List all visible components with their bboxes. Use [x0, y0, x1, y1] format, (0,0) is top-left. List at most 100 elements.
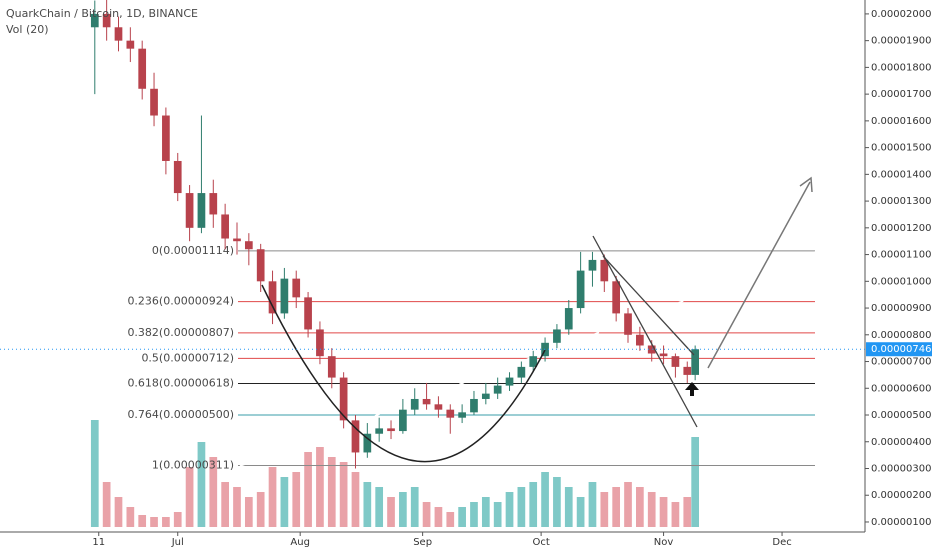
candle-body — [185, 193, 194, 228]
volume-bar — [304, 452, 312, 527]
candle-body — [541, 342, 549, 357]
y-tick-label: 0.00000300 — [871, 463, 931, 474]
volume-bar — [233, 487, 241, 527]
volume-bar — [659, 497, 668, 527]
volume-bar — [541, 472, 549, 527]
volume-bar — [517, 487, 526, 527]
y-tick-label: 0.00000600 — [871, 383, 931, 394]
candle-body — [470, 398, 478, 413]
x-tick-label: Sep — [413, 537, 432, 548]
volume-pane — [90, 420, 700, 527]
candle-body — [636, 334, 644, 346]
volume-label: Vol (20) — [6, 23, 49, 36]
x-tick-label: Aug — [290, 537, 310, 548]
candle-body — [280, 278, 289, 314]
candle-body — [114, 27, 123, 41]
volume-bar — [410, 487, 419, 527]
candle-body — [102, 13, 111, 28]
candle-body — [624, 313, 632, 335]
last-price-label: 0.00000746 — [871, 344, 931, 355]
candle-body — [363, 433, 372, 453]
candle-body — [351, 420, 360, 453]
y-tick-label: 0.00001300 — [871, 196, 931, 207]
trend-line — [239, 251, 816, 467]
candle-body — [375, 428, 384, 434]
volume-bar — [588, 482, 597, 527]
candle-body — [600, 259, 609, 282]
candle-body — [647, 345, 656, 354]
volume-bar — [114, 497, 123, 527]
candle-body — [209, 193, 218, 215]
volume-bar — [185, 467, 194, 527]
candle-body — [410, 398, 419, 410]
volume-bar — [600, 492, 609, 527]
fib-label: 0.382(0.00000807) — [127, 326, 234, 339]
volume-bar — [683, 497, 692, 527]
volume-bar — [244, 497, 253, 527]
x-tick-label: Jul — [171, 537, 184, 548]
volume-bar — [90, 420, 99, 527]
x-tick-label: 11 — [92, 537, 105, 548]
y-tick-label: 0.00001800 — [871, 62, 931, 73]
candle-body — [529, 356, 538, 367]
volume-bar — [564, 487, 573, 527]
y-tick-label: 0.00001900 — [871, 36, 931, 47]
y-tick-label: 0.00001500 — [871, 143, 931, 154]
volume-bar — [691, 437, 700, 527]
volume-bar — [256, 492, 265, 527]
volume-bar — [138, 515, 147, 527]
volume-bar — [576, 497, 585, 527]
volume-bar — [173, 512, 182, 527]
y-tick-label: 0.00000200 — [871, 490, 931, 501]
volume-bar — [375, 487, 384, 527]
volume-bar — [553, 477, 561, 527]
cup-curve — [261, 284, 546, 463]
volume-bar — [327, 457, 336, 527]
volume-bar — [339, 462, 348, 527]
volume-bar — [197, 442, 206, 527]
candle-body — [387, 428, 395, 432]
candle-body — [481, 393, 490, 399]
candle-body — [304, 297, 312, 330]
volume-bar — [612, 487, 621, 527]
candle-body — [458, 412, 466, 418]
volume-bar — [102, 482, 111, 527]
candle-body — [221, 214, 229, 239]
candle-body — [691, 349, 700, 375]
fib-label: 0.764(0.00000500) — [127, 408, 234, 421]
candle-body — [316, 329, 324, 357]
fib-label: 0.5(0.00000712) — [141, 351, 234, 364]
candle-body — [292, 278, 301, 298]
volume-bar — [458, 507, 466, 527]
fib-label: 0(0.00001114) — [152, 244, 234, 257]
volume-bar — [316, 447, 324, 527]
candle-body — [244, 241, 253, 250]
candle-body — [564, 308, 573, 330]
chart-title: QuarkChain / Bitcoin, 1D, BINANCE — [6, 7, 198, 20]
y-tick-label: 0.00000500 — [871, 410, 931, 421]
y-tick-label: 0.00000100 — [871, 517, 931, 528]
volume-bar — [636, 487, 644, 527]
candle-body — [126, 40, 135, 49]
volume-bar — [292, 472, 301, 527]
volume-bar — [150, 517, 158, 527]
y-tick-label: 0.00002000 — [871, 9, 931, 20]
y-tick-label: 0.00000900 — [871, 303, 931, 314]
volume-bar — [481, 497, 490, 527]
candle-body — [138, 48, 147, 89]
candle-body — [505, 377, 514, 386]
y-tick-label: 0.00000800 — [871, 330, 931, 341]
volume-bar — [221, 482, 229, 527]
candle-body — [659, 353, 668, 357]
fib-levels: 0(0.00001114) 0.236(0.00000924) 0.382(0.00… — [127, 244, 815, 472]
candle-body — [150, 88, 158, 116]
x-tick-label: Nov — [654, 537, 674, 548]
fib-label: 0.618(0.00000618) — [127, 376, 234, 389]
last-price-box — [866, 342, 932, 357]
candle-body — [434, 404, 443, 410]
x-tick-label: Dec — [772, 537, 791, 548]
volume-bar — [671, 502, 680, 527]
candle-body — [671, 356, 680, 367]
candle-body — [612, 281, 621, 314]
